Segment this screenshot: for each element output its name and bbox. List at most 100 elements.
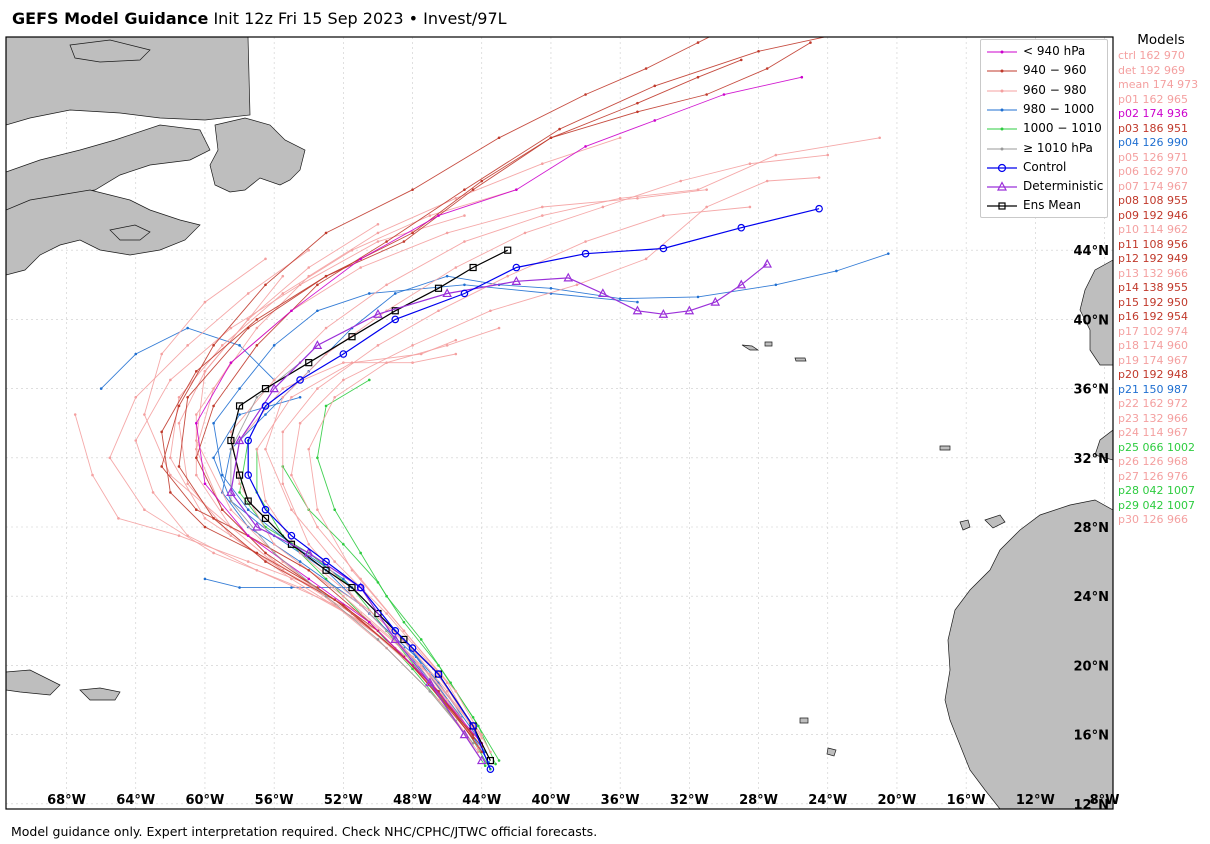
lon-tick-label: 8°W [1090, 793, 1120, 808]
hispaniola-land [79, 687, 121, 701]
morocco-coast-land [1094, 429, 1113, 461]
legend-label: 960 − 980 [1023, 82, 1087, 97]
chart-title: GEFS Model Guidance Init 12z Fri 15 Sep … [12, 9, 507, 28]
ensemble-member-track [307, 326, 501, 754]
map-frame [5, 36, 1114, 810]
azores-island-3 [794, 357, 807, 362]
model-entry: mean 174 973 [1118, 78, 1199, 91]
legend-swatch [987, 108, 1017, 112]
chart-title-bold: GEFS Model Guidance [12, 9, 209, 28]
model-entry: p07 174 967 [1118, 179, 1188, 193]
pei-land [109, 224, 151, 241]
lat-tick-label: 36°N [1074, 383, 1109, 398]
legend-swatch [987, 89, 1017, 93]
newfoundland-land [209, 117, 306, 193]
legend-label: 940 − 960 [1023, 63, 1087, 78]
model-entry: p05 126 971 [1118, 150, 1188, 164]
model-entry: p09 192 946 [1118, 208, 1188, 222]
ensemble-member-track [255, 338, 480, 750]
legend-label: ≥ 1010 hPa [1023, 140, 1093, 155]
model-entry: p04 126 990 [1118, 136, 1188, 149]
model-entry: p22 162 972 [1118, 397, 1188, 410]
nova-scotia-land [6, 189, 201, 276]
lat-tick-label: 16°N [1074, 729, 1109, 744]
ensemble-member-track [195, 37, 827, 736]
chart-title-detail: Init 12z Fri 15 Sep 2023 • Invest/97L [213, 9, 507, 28]
model-entry: ctrl 162 970 [1118, 49, 1185, 62]
model-entry: p20 192 948 [1118, 368, 1188, 381]
model-entry: p02 174 936 [1118, 107, 1188, 120]
model-entry: p29 042 1007 [1118, 498, 1195, 512]
legend-label: Deterministic [1023, 179, 1104, 194]
hudson-strait-land [69, 39, 151, 63]
azores-island-2 [764, 341, 773, 347]
iberia-land [1079, 259, 1113, 366]
model-entry: p18 174 960 [1118, 339, 1188, 352]
lon-tick-label: 48°W [393, 793, 432, 808]
legend-swatch [987, 147, 1017, 150]
lon-tick-label: 12°W [1016, 793, 1055, 808]
legend-swatch [987, 69, 1017, 73]
lon-tick-label: 52°W [324, 793, 363, 808]
lon-tick-label: 60°W [185, 793, 224, 808]
ensemble-member-track [229, 136, 881, 733]
lat-tick-label: 12°N [1074, 798, 1109, 813]
lat-tick-label: 32°N [1074, 452, 1109, 467]
model-entry: p27 126 976 [1118, 469, 1188, 483]
ensemble-member-track [316, 378, 497, 766]
lat-tick-label: 44°N [1074, 244, 1109, 259]
model-entry: p13 132 966 [1118, 266, 1188, 280]
lon-tick-label: 20°W [877, 793, 916, 808]
model-entry: p17 102 974 [1118, 324, 1188, 338]
legend-swatch [987, 181, 1017, 191]
model-entry: p16 192 954 [1118, 310, 1188, 323]
model-entry: det 192 969 [1118, 63, 1186, 77]
lon-tick-label: 68°W [47, 793, 86, 808]
lon-tick-label: 16°W [947, 793, 986, 808]
model-entry: p26 126 968 [1118, 455, 1188, 468]
model-entry: p19 174 967 [1118, 353, 1188, 367]
model-entry: p14 138 955 [1118, 281, 1188, 294]
lat-tick-label: 40°N [1074, 313, 1109, 328]
lon-tick-label: 56°W [255, 793, 294, 808]
deterministic-track [226, 258, 773, 765]
ensemble-member-track [290, 176, 821, 745]
africa-land [944, 499, 1113, 809]
model-entry: p25 066 1002 [1118, 440, 1195, 454]
model-entry: p06 162 970 [1118, 165, 1188, 178]
ensemble-member-track [169, 188, 518, 736]
lat-tick-label: 20°N [1074, 659, 1109, 674]
legend-label: Ens Mean [1023, 198, 1081, 213]
model-entry: p21 150 987 [1118, 382, 1188, 396]
models-title: Models [1137, 32, 1185, 48]
lon-tick-label: 32°W [670, 793, 709, 808]
model-entry: p15 192 950 [1118, 295, 1188, 309]
model-entry: p23 132 966 [1118, 411, 1188, 425]
legend-swatch [987, 163, 1017, 172]
lon-tick-label: 44°W [462, 793, 501, 808]
legend-swatch [987, 202, 1017, 210]
model-entry: p12 192 949 [1118, 252, 1188, 265]
lon-tick-label: 64°W [116, 793, 155, 808]
model-entry: p28 042 1007 [1118, 484, 1195, 497]
legend-label: 1000 − 1010 [1023, 121, 1102, 136]
lon-tick-label: 28°W [739, 793, 778, 808]
cape-verde-island [799, 717, 809, 724]
lon-tick-label: 36°W [601, 793, 640, 808]
labrador-land [6, 37, 251, 126]
azores-island [741, 344, 760, 351]
model-entry: p03 186 951 [1118, 121, 1188, 135]
lon-tick-label: 40°W [531, 793, 570, 808]
legend-label: 980 − 1000 [1023, 101, 1095, 116]
model-entry: p01 162 965 [1118, 92, 1188, 106]
canary-island [959, 519, 971, 531]
canary-island-3 [939, 445, 951, 451]
canary-island-2 [984, 514, 1006, 529]
model-entry: p08 108 955 [1118, 194, 1188, 207]
footer-disclaimer: Model guidance only. Expert interpretati… [11, 824, 598, 839]
model-entry: p11 108 956 [1118, 237, 1188, 251]
lat-tick-label: 24°N [1074, 590, 1109, 605]
lat-tick-label: 28°N [1074, 521, 1109, 536]
legend-label: < 940 hPa [1023, 44, 1086, 58]
